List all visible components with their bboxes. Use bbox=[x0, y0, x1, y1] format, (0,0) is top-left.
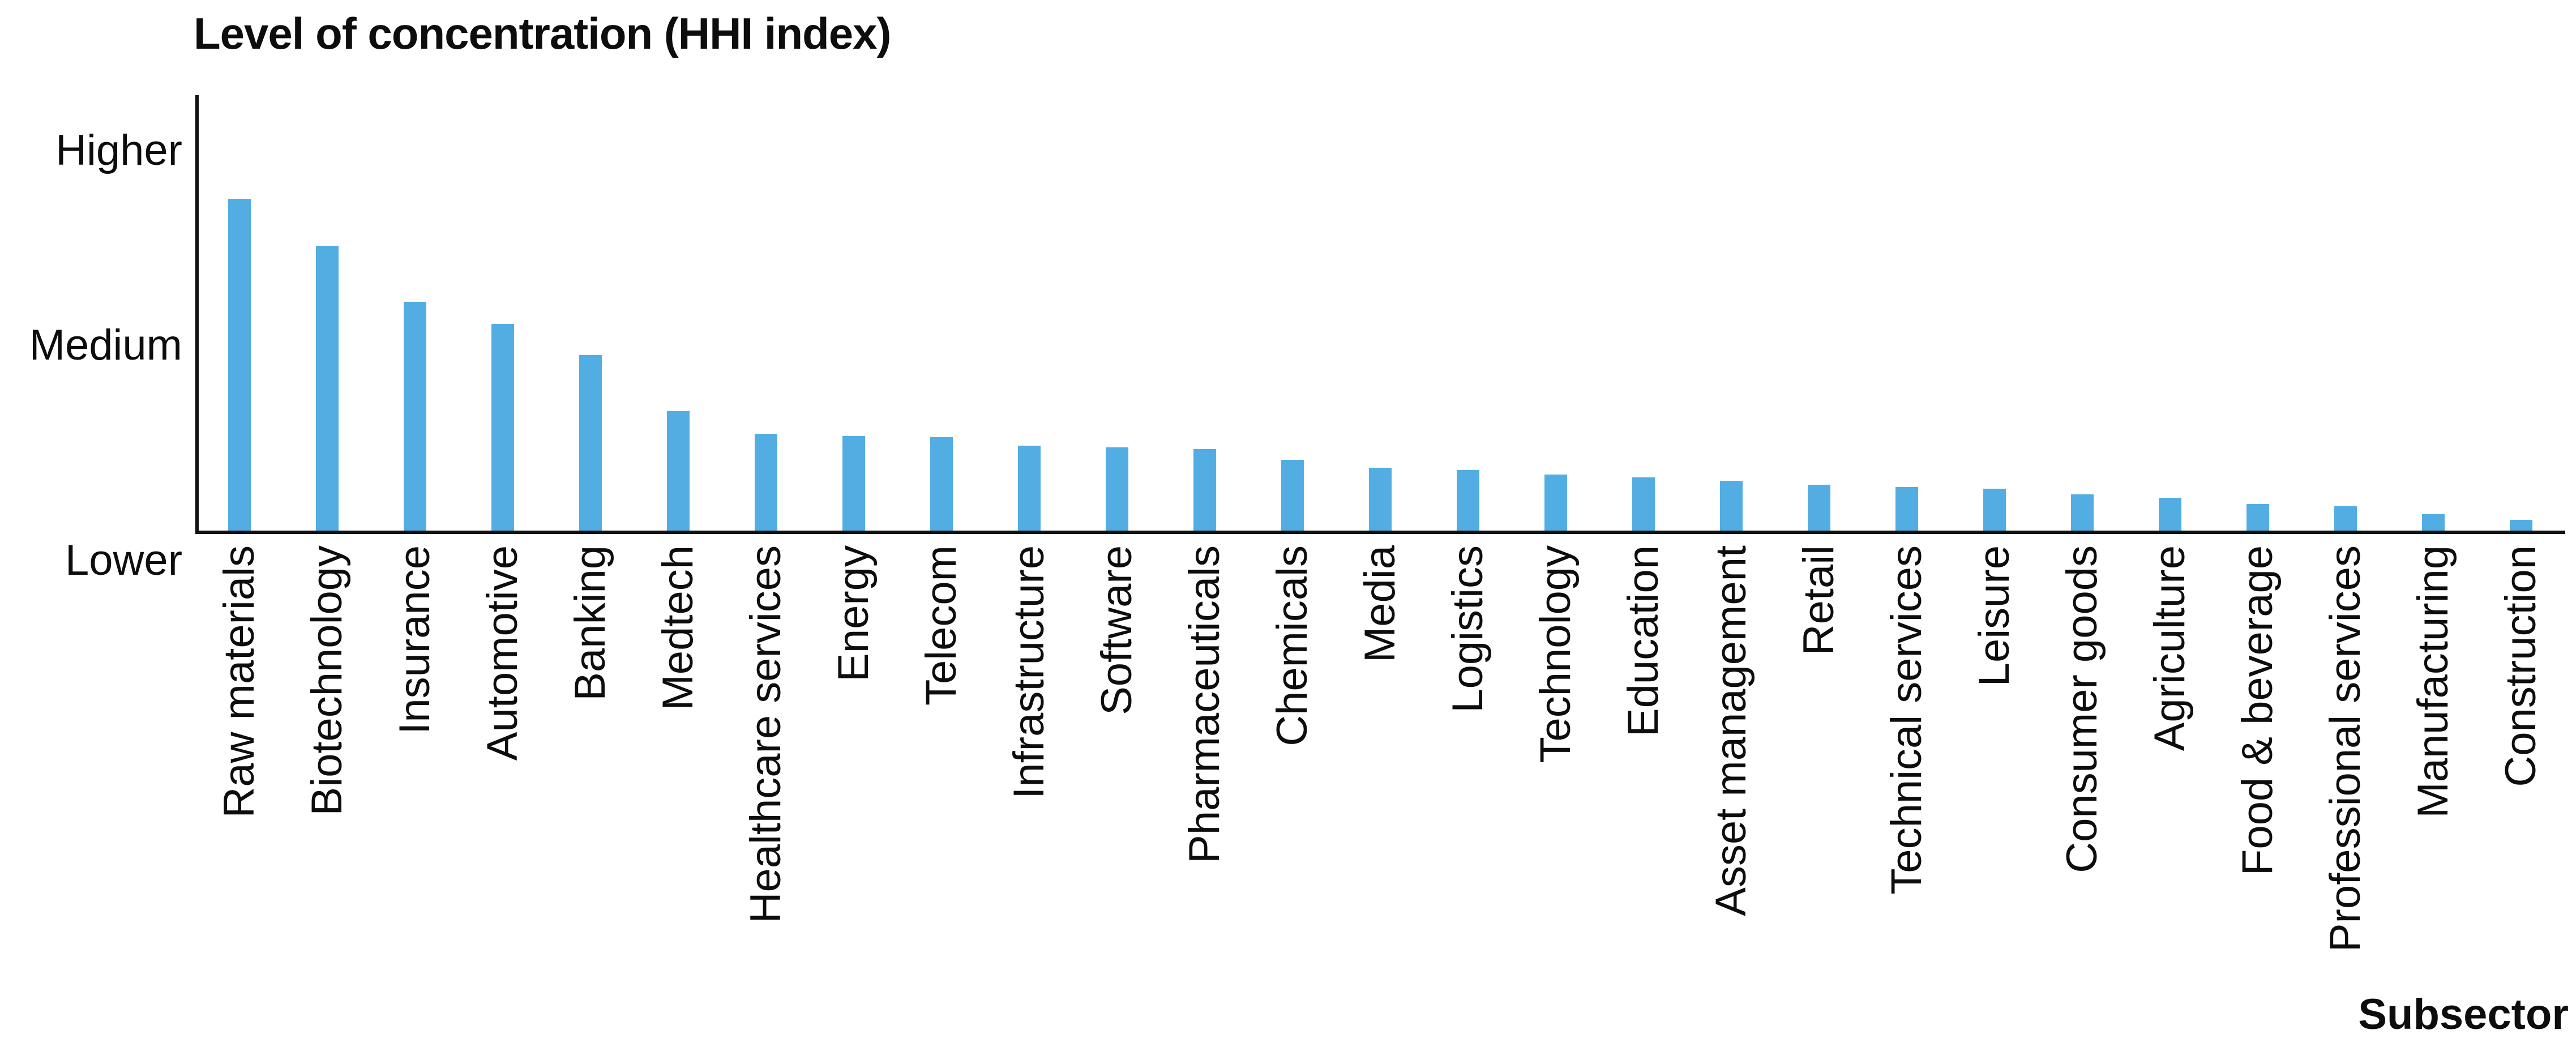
x-tick-label-software: Software bbox=[1092, 545, 1141, 715]
x-tick-label-manufacturing: Manufacturing bbox=[2408, 545, 2457, 818]
x-tick-label-professional-services: Professional services bbox=[2321, 545, 2369, 952]
y-axis-line bbox=[195, 95, 199, 534]
bar-agriculture bbox=[2158, 498, 2181, 531]
x-tick-label-food-and-beverage: Food & beverage bbox=[2233, 545, 2282, 876]
x-tick-label-banking: Banking bbox=[566, 545, 614, 701]
bar-medtech bbox=[666, 411, 690, 531]
x-tick-label-construction: Construction bbox=[2496, 545, 2545, 787]
x-tick-label-telecom: Telecom bbox=[917, 545, 965, 706]
bar-logistics bbox=[1456, 470, 1479, 531]
bar-education bbox=[1632, 477, 1655, 531]
bar-technology bbox=[1544, 475, 1567, 531]
x-tick-label-logistics: Logistics bbox=[1443, 545, 1492, 713]
bar-asset-management bbox=[1719, 481, 1743, 531]
bar-automotive bbox=[491, 324, 514, 531]
x-tick-label-leisure: Leisure bbox=[1970, 545, 2018, 687]
x-tick-label-healthcare-services: Healthcare services bbox=[741, 545, 790, 924]
bar-consumer-goods bbox=[2070, 494, 2094, 531]
x-tick-label-pharmaceuticals: Pharmaceuticals bbox=[1180, 545, 1229, 864]
bar-food-and-beverage bbox=[2246, 504, 2269, 531]
bar-infrastructure bbox=[1017, 446, 1041, 531]
x-tick-label-insurance: Insurance bbox=[390, 545, 439, 734]
x-tick-label-technology: Technology bbox=[1531, 545, 1580, 763]
bar-pharmaceuticals bbox=[1193, 449, 1216, 531]
chart-title: Level of concentration (HHI index) bbox=[194, 8, 891, 58]
x-tick-label-medtech: Medtech bbox=[653, 545, 702, 711]
x-tick-label-media: Media bbox=[1355, 545, 1404, 663]
x-tick-label-asset-management: Asset management bbox=[1706, 545, 1755, 916]
bar-professional-services bbox=[2334, 506, 2357, 531]
x-tick-label-energy: Energy bbox=[829, 545, 878, 682]
x-tick-label-raw-materials: Raw materials bbox=[215, 545, 263, 818]
bar-media bbox=[1368, 468, 1392, 531]
bar-software bbox=[1105, 447, 1128, 531]
bar-leisure bbox=[1983, 489, 2006, 531]
x-tick-label-technical-services: Technical services bbox=[1882, 545, 1931, 895]
x-tick-label-consumer-goods: Consumer goods bbox=[2057, 545, 2106, 873]
bar-energy bbox=[842, 436, 865, 531]
plot-area bbox=[195, 95, 2565, 531]
x-tick-label-retail: Retail bbox=[1794, 545, 1843, 656]
bar-insurance bbox=[403, 302, 426, 531]
bar-raw-materials bbox=[228, 199, 251, 531]
y-tick-label-lower: Lower bbox=[65, 536, 182, 584]
x-tick-label-infrastructure: Infrastructure bbox=[1004, 545, 1053, 799]
x-tick-label-agriculture: Agriculture bbox=[2145, 545, 2194, 751]
x-axis-line bbox=[195, 531, 2565, 534]
y-tick-label-medium: Medium bbox=[29, 321, 182, 369]
bar-telecom bbox=[930, 437, 953, 531]
x-tick-label-automotive: Automotive bbox=[478, 545, 527, 761]
bar-biotechnology bbox=[315, 246, 339, 531]
bar-healthcare-services bbox=[754, 434, 777, 531]
bar-retail bbox=[1807, 485, 1830, 531]
bar-chemicals bbox=[1281, 460, 1304, 531]
bar-construction bbox=[2509, 520, 2532, 531]
y-tick-label-higher: Higher bbox=[55, 126, 182, 174]
x-tick-label-chemicals: Chemicals bbox=[1268, 545, 1316, 746]
x-tick-label-biotechnology: Biotechnology bbox=[302, 545, 351, 816]
x-tick-label-education: Education bbox=[1619, 545, 1667, 737]
bar-banking bbox=[579, 355, 602, 531]
bar-technical-services bbox=[1895, 487, 1918, 531]
bar-manufacturing bbox=[2421, 514, 2445, 531]
x-axis-title: Subsector bbox=[2358, 990, 2569, 1039]
